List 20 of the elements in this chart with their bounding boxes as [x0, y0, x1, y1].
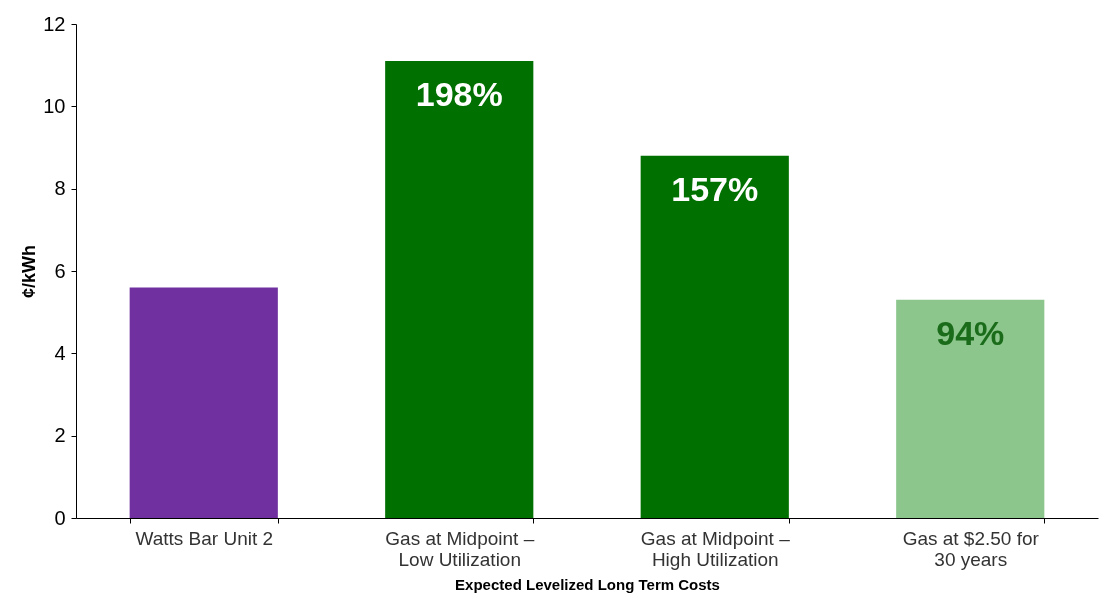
y-tick-label: 2	[54, 424, 66, 447]
x-tick-label: Watts Bar Unit 2	[135, 527, 274, 549]
x-tick-label: Gas at $2.50 for 30 years	[902, 527, 1040, 570]
y-axis-title: ¢/kWh	[19, 244, 40, 299]
x-axis-title: Expected Levelized Long Term Costs	[455, 575, 720, 593]
annotation: 157%	[671, 169, 759, 208]
bar	[385, 61, 534, 518]
y-tick-label: 8	[54, 177, 66, 200]
annotation: 198%	[415, 75, 503, 114]
y-tick-label: 10	[43, 94, 66, 117]
y-tick-label: 0	[54, 506, 66, 529]
y-tick-label: 4	[54, 341, 66, 364]
y-tick-label: 6	[54, 259, 66, 282]
bar	[129, 287, 278, 518]
x-tick-label: Gas at Midpoint – Low Utilization	[385, 527, 535, 570]
bar	[640, 155, 789, 518]
bar	[896, 299, 1045, 518]
annotation: 94%	[936, 313, 1005, 352]
y-tick-label: 12	[43, 12, 66, 35]
x-tick-label: Gas at Midpoint – High Utilization	[640, 527, 791, 570]
